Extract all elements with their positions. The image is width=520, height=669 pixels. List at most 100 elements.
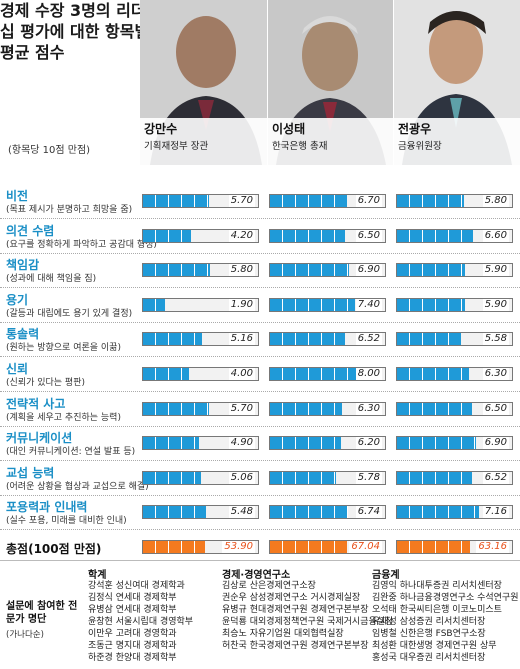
panel-member: 이만우 고려대 경영학과 bbox=[88, 629, 177, 639]
row-separator bbox=[0, 425, 520, 427]
bar-value-label: 6.74 bbox=[355, 506, 382, 519]
row-separator bbox=[0, 287, 520, 289]
bar-value-label: 4.20 bbox=[228, 229, 255, 242]
bar bbox=[143, 229, 192, 242]
category-description: (신뢰가 있다는 평판) bbox=[6, 378, 85, 388]
bar bbox=[143, 437, 200, 450]
bar-track: 8.00 bbox=[269, 367, 386, 381]
bar bbox=[143, 195, 209, 207]
category-description: (목표 제시가 분명하고 희망을 줌) bbox=[6, 205, 133, 215]
panel-member: 권순우 삼성경제연구소 거시경제실장 bbox=[222, 593, 361, 603]
row-separator bbox=[0, 356, 520, 358]
bar-value-label: 5.70 bbox=[228, 195, 255, 207]
bar-value-label: 4.00 bbox=[228, 368, 255, 380]
total-bar-track: 53.90 bbox=[142, 540, 259, 554]
category-description: (원하는 방향으로 여론을 이끎) bbox=[6, 343, 121, 354]
category-description: (계획을 세우고 추진하는 능력) bbox=[6, 412, 121, 423]
category-description: (성과에 대해 책임을 짐) bbox=[6, 274, 97, 285]
panel-note: (가나다순) bbox=[6, 630, 44, 640]
panel-member: 최승노 자유기업원 대외협력실장 bbox=[222, 629, 344, 639]
bar-value-label: 7.40 bbox=[355, 298, 382, 311]
category-description: (어려운 상황을 협상과 교섭으로 해결) bbox=[6, 481, 149, 492]
panel-group-title: 경제·경영연구소 bbox=[222, 570, 291, 581]
bar bbox=[270, 368, 362, 380]
bar bbox=[397, 333, 462, 346]
category-label: 통솔력 bbox=[6, 327, 40, 342]
row-separator bbox=[0, 391, 520, 392]
official-photo-3: 전광우 금융위원장 bbox=[394, 0, 520, 165]
bar bbox=[143, 471, 202, 484]
bar-track: 6.30 bbox=[269, 401, 386, 416]
bar-track: 5.58 bbox=[396, 332, 513, 347]
official-name-1: 강만수 bbox=[144, 122, 178, 136]
panel-group-title: 금융계 bbox=[372, 570, 400, 581]
bar bbox=[270, 229, 345, 242]
category-description: (실수 포용, 미래를 대비한 인내) bbox=[6, 516, 127, 527]
category-description: (대인 커뮤니케이션: 연설 발표 등) bbox=[6, 447, 136, 458]
panel-member: 김상로 산은경제연구소장 bbox=[222, 581, 316, 591]
chart-subtitle: (항목당 10점 만점) bbox=[8, 145, 91, 156]
panel-separator bbox=[0, 560, 520, 561]
total-bar bbox=[143, 541, 205, 553]
bar bbox=[143, 368, 189, 380]
chart-title: 경제 수장 3명의 리더십 평가에 대한 항목별 평균 점수 bbox=[0, 1, 150, 62]
bar bbox=[270, 264, 350, 277]
bar-track: 7.16 bbox=[396, 505, 513, 520]
bar-track: 6.74 bbox=[269, 505, 386, 520]
bar-value-label: 6.30 bbox=[355, 402, 382, 415]
bar-track: 4.90 bbox=[142, 436, 259, 451]
category-description: (요구를 정확하게 파악하고 공감대 형성) bbox=[6, 239, 157, 250]
bar-value-label: 6.90 bbox=[482, 437, 509, 450]
category-label: 커뮤니케이션 bbox=[6, 431, 73, 446]
category-label: 비전 bbox=[6, 189, 29, 203]
bar-track: 4.20 bbox=[142, 228, 259, 243]
bar-value-label: 5.70 bbox=[228, 402, 255, 415]
bar-track: 4.00 bbox=[142, 367, 259, 381]
official-name-3: 전광우 bbox=[398, 122, 432, 136]
bar bbox=[270, 471, 337, 484]
panel-member: 유재성 삼성증권 리서치센터장 bbox=[372, 617, 486, 627]
bar-track: 6.90 bbox=[269, 263, 386, 278]
category-description: (갈등과 대립에도 용기 있게 결정) bbox=[6, 308, 133, 319]
bar-track: 5.16 bbox=[142, 332, 259, 347]
bar-track: 6.60 bbox=[396, 228, 513, 243]
bar bbox=[397, 368, 470, 380]
bar-track: 6.30 bbox=[396, 367, 513, 381]
bar-value-label: 6.52 bbox=[355, 333, 382, 346]
bar-value-label: 5.16 bbox=[228, 333, 255, 346]
category-label: 신뢰 bbox=[6, 362, 29, 376]
category-label: 책임감 bbox=[6, 258, 40, 273]
bar bbox=[143, 264, 210, 277]
official-photo-2: 이성태 한국은행 총재 bbox=[268, 0, 393, 165]
panel-group-members: 강석훈 성신여대 경제학과 김정식 연세대 경제학부 유병삼 연세대 경제학부 윤창현… bbox=[88, 580, 193, 664]
bar-track: 5.80 bbox=[396, 194, 513, 208]
total-bar-track: 63.16 bbox=[396, 540, 513, 554]
total-bar bbox=[270, 541, 348, 553]
category-label: 의견 수렴 bbox=[6, 223, 55, 238]
panel-member: 임병철 신한은행 FSB연구소장 bbox=[372, 629, 486, 639]
category-label: 전략적 사고 bbox=[6, 396, 66, 411]
total-value-label: 67.04 bbox=[349, 541, 382, 553]
total-value-label: 53.90 bbox=[222, 541, 255, 553]
bar-value-label: 5.90 bbox=[482, 264, 509, 277]
panel-member: 윤덕룡 대외경제정책연구원 국제거시금융실장 bbox=[222, 617, 394, 627]
panel-member: 조동근 명지대 경제학과 bbox=[88, 641, 177, 651]
panel-member: 허찬국 한국경제연구원 경제연구본부장 bbox=[222, 641, 369, 651]
total-bar bbox=[397, 541, 470, 553]
bar bbox=[143, 402, 209, 415]
official-name-2: 이성태 bbox=[272, 122, 306, 136]
category-label: 포용력과 인내력 bbox=[6, 500, 88, 515]
bar-value-label: 6.52 bbox=[482, 471, 509, 484]
panel-member: 유병삼 연세대 경제학부 bbox=[88, 605, 177, 615]
panel-member: 오석태 한국씨티은행 이코노미스트 bbox=[372, 605, 502, 615]
panel-member: 유병규 현대경제연구원 경제연구본부장 bbox=[222, 605, 369, 615]
panel-member: 최성환 대한생명 경제연구원 상무 bbox=[372, 641, 497, 651]
bar-value-label: 6.20 bbox=[355, 437, 382, 450]
official-position-3: 금융위원장 bbox=[398, 141, 442, 152]
bar-value-label: 7.16 bbox=[482, 506, 509, 519]
category-label: 교섭 능력 bbox=[6, 465, 55, 480]
bar bbox=[143, 506, 207, 519]
bar-value-label: 6.50 bbox=[482, 402, 509, 415]
bar-track: 5.70 bbox=[142, 401, 259, 416]
